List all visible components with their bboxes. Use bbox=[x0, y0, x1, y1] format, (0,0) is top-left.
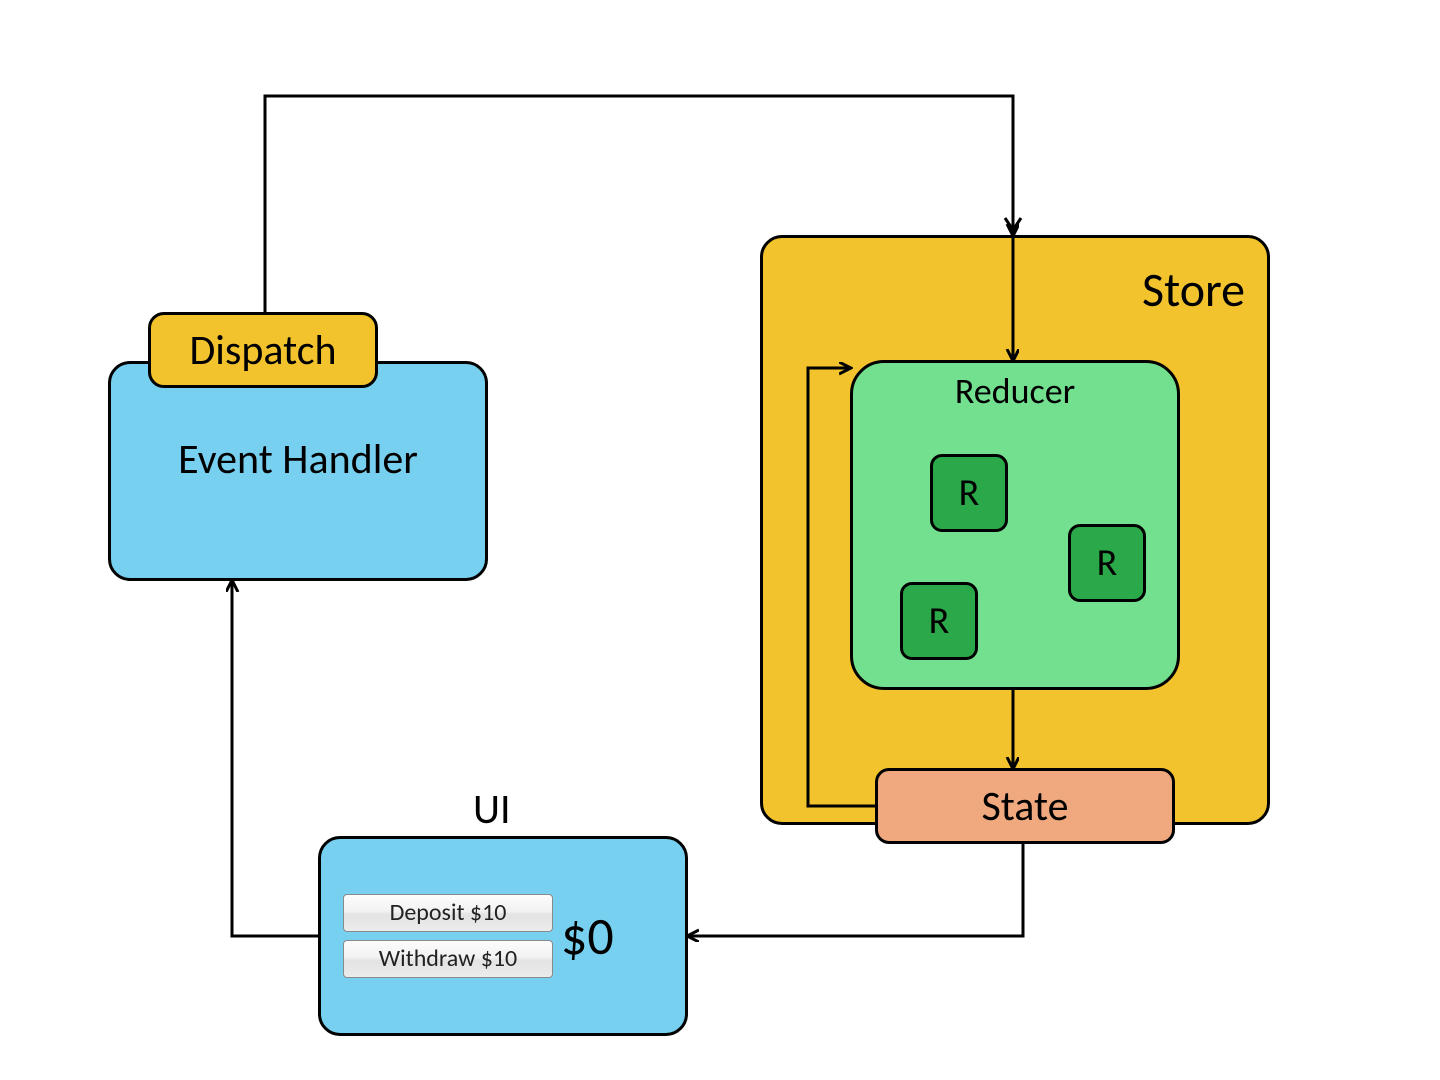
ui-box: Deposit $10 Withdraw $10 $0 bbox=[318, 836, 688, 1036]
edge-ui_to_event_handler bbox=[232, 581, 318, 936]
ui-title: UI bbox=[473, 784, 511, 835]
dispatch-box: Dispatch bbox=[148, 312, 378, 388]
state-box: State bbox=[875, 768, 1175, 844]
state-label: State bbox=[981, 781, 1068, 832]
ui-balance: $0 bbox=[561, 904, 614, 968]
edge-state_to_ui bbox=[688, 844, 1023, 936]
store-label: Store bbox=[1142, 260, 1245, 319]
reducer-child-0: R bbox=[930, 454, 1008, 532]
ui-balance-text: $0 bbox=[561, 904, 614, 968]
event-handler-label: Event Handler bbox=[178, 434, 418, 485]
dispatch-label: Dispatch bbox=[189, 325, 336, 376]
ui-buttons: Deposit $10 Withdraw $10 bbox=[343, 894, 553, 978]
deposit-button[interactable]: Deposit $10 bbox=[343, 894, 553, 932]
reducer-label: Reducer bbox=[955, 369, 1075, 413]
reducer-child-2-label: R bbox=[929, 598, 950, 644]
reducer-child-1: R bbox=[1068, 524, 1146, 602]
event-handler-box: Event Handler bbox=[108, 361, 488, 581]
reducer-child-0-label: R bbox=[959, 470, 980, 516]
ui-title-label: UI bbox=[473, 784, 511, 835]
reducer-child-1-label: R bbox=[1097, 540, 1118, 586]
diagram-canvas: Store Reducer R R R State Event Handler … bbox=[0, 0, 1440, 1080]
edge-mid-arrow-dispatch_to_store bbox=[1005, 218, 1021, 230]
withdraw-button[interactable]: Withdraw $10 bbox=[343, 940, 553, 978]
reducer-child-2: R bbox=[900, 582, 978, 660]
